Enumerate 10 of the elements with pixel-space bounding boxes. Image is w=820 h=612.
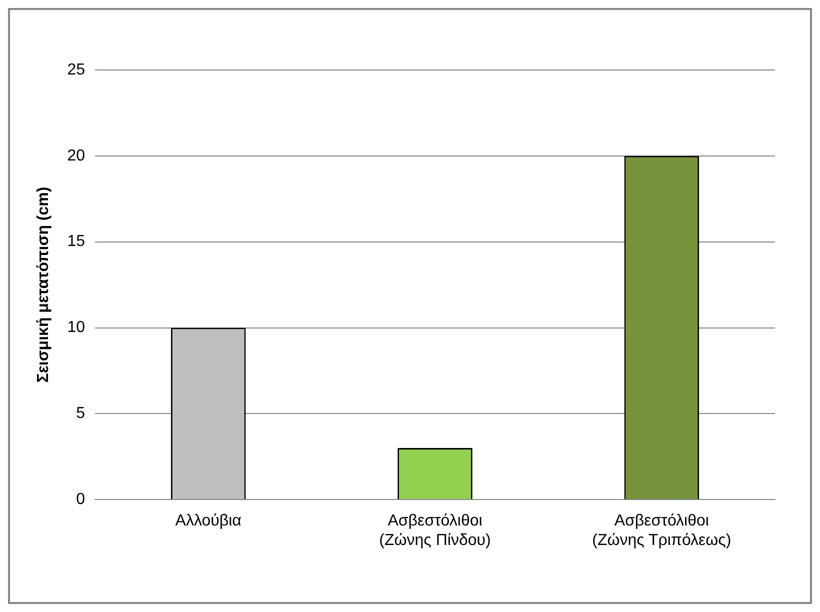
- y-axis-title: Σεισμική μετατόπιση (cm): [35, 186, 52, 383]
- y-tick-label: 25: [67, 61, 86, 78]
- x-tick-label: Ασβεστόλιθοι (Ζώνης Τριπόλεως): [592, 512, 732, 549]
- x-tick-label: Ασβεστόλιθοι (Ζώνης Πίνδου): [379, 512, 491, 549]
- x-tick-label: Αλλούβια: [175, 512, 242, 530]
- y-tick-label: 5: [76, 405, 86, 422]
- y-tick-label: 10: [67, 319, 86, 336]
- y-tick-label: 20: [67, 147, 86, 164]
- y-tick-label: 15: [67, 233, 86, 250]
- y-tick-label: 0: [76, 491, 86, 508]
